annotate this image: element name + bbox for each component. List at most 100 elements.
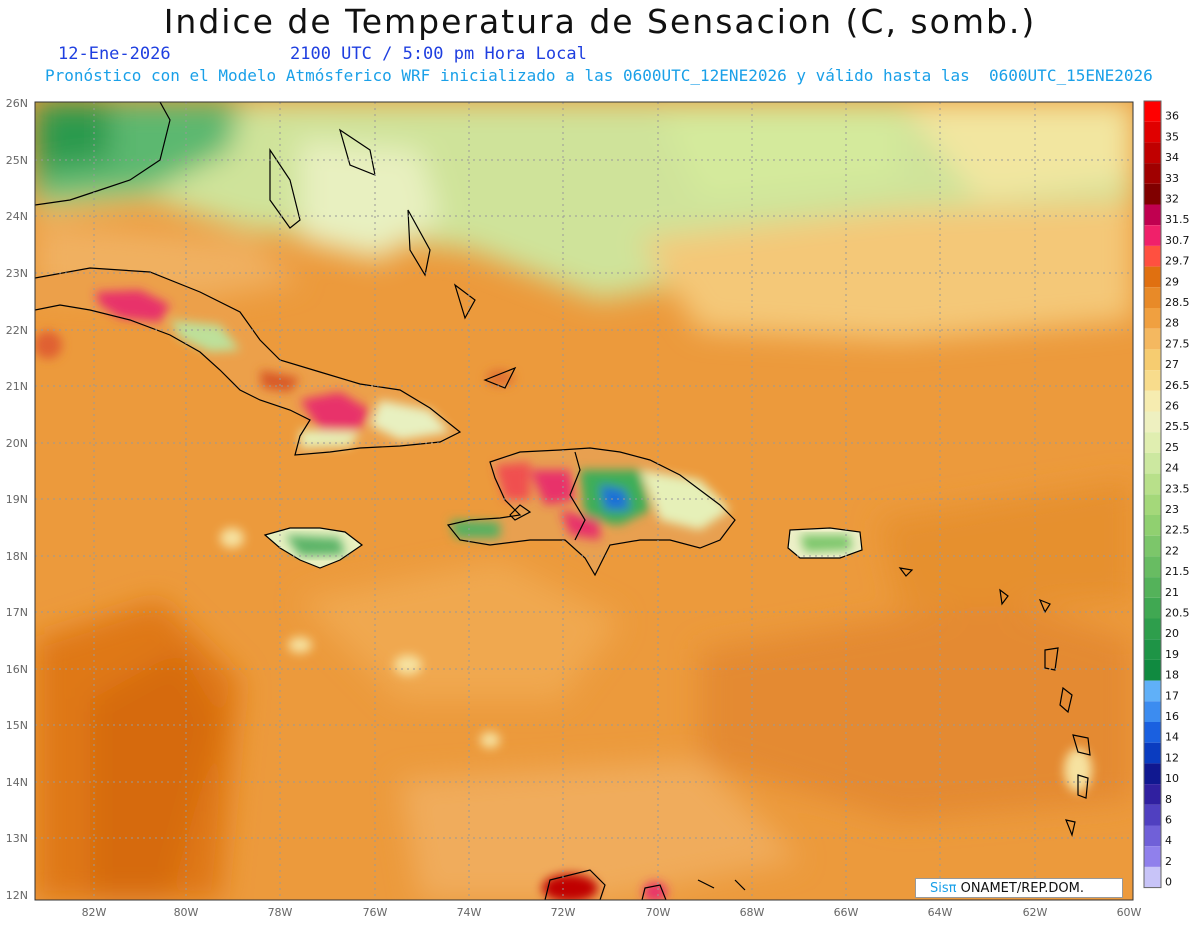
coastlines: [35, 102, 1091, 900]
lon-label: 76W: [363, 906, 388, 919]
colorbar-swatch: [1144, 639, 1161, 660]
lat-label: 15N: [6, 719, 28, 732]
lat-label: 17N: [6, 606, 28, 619]
lat-label: 25N: [6, 154, 28, 167]
colorbar-swatch: [1144, 308, 1161, 329]
colorbar-swatch: [1144, 494, 1161, 515]
colorbar-label: 10: [1165, 772, 1179, 785]
colorbar-swatch: [1144, 370, 1161, 391]
lon-label: 80W: [174, 906, 199, 919]
colorbar-label: 22.5: [1165, 524, 1190, 537]
colorbar-swatch: [1144, 763, 1161, 785]
colorbar-swatch: [1144, 866, 1161, 888]
colorbar-swatch: [1144, 349, 1161, 371]
colorbar-label: 21.5: [1165, 565, 1190, 578]
colorbar-swatch: [1144, 556, 1161, 578]
colorbar-label: 34: [1165, 151, 1179, 164]
lat-label: 14N: [6, 776, 28, 789]
credit-brand: Sisπ: [930, 881, 957, 896]
colorbar-label: 2: [1165, 855, 1172, 868]
colorbar-frame: [1143, 100, 1162, 889]
colorbar-swatch: [1144, 411, 1161, 433]
colorbar-swatch: [1144, 535, 1161, 557]
colorbar-label: 30.7: [1165, 234, 1190, 247]
colorbar-swatch: [1144, 846, 1161, 867]
colorbar-swatch: [1144, 266, 1161, 288]
lat-label: 12N: [6, 889, 28, 902]
colorbar-swatch: [1144, 328, 1161, 350]
latitude-axis: 26N 25N 24N 23N 22N 21N 20N 19N 18N 17N …: [6, 97, 28, 902]
lat-label: 19N: [6, 493, 28, 506]
lon-label: 82W: [82, 906, 107, 919]
colorbar-label: 26: [1165, 400, 1179, 413]
lon-label: 60W: [1117, 906, 1142, 919]
colorbar-swatch: [1144, 390, 1161, 412]
colorbar-swatch: [1144, 597, 1161, 619]
colorbar-swatch: [1144, 577, 1161, 598]
colorbar-swatch: [1144, 742, 1161, 764]
lat-label: 23N: [6, 267, 28, 280]
forecast-date: 12-Ene-2026: [58, 44, 171, 64]
longitude-axis: 82W 80W 78W 76W 74W 72W 70W 68W 66W 64W …: [82, 906, 1142, 919]
colorbar-swatch: [1144, 101, 1161, 122]
colorbar-label: 20.5: [1165, 607, 1190, 620]
colorbar-label: 33: [1165, 172, 1179, 185]
graticule: [35, 102, 1133, 900]
colorbar-swatch: [1144, 163, 1161, 184]
colorbar-swatch: [1144, 722, 1161, 743]
colorbar-swatch: [1144, 204, 1161, 226]
colorbar-label: 25.5: [1165, 420, 1190, 433]
map-title: Indice de Temperatura de Sensacion (C, s…: [163, 2, 1037, 41]
colorbar-label: 16: [1165, 710, 1179, 723]
colorbar-label: 14: [1165, 731, 1179, 744]
colorbar-swatch: [1144, 245, 1161, 267]
colorbar-swatch: [1144, 183, 1161, 205]
colorbar-label: 6: [1165, 814, 1172, 827]
colorbar-label: 20: [1165, 627, 1179, 640]
colorbar-swatch: [1144, 680, 1161, 702]
colorbar-label: 0: [1165, 876, 1172, 889]
colorbar-label: 23.5: [1165, 482, 1190, 495]
credit-text: ONAMET/REP.DOM.: [956, 881, 1084, 896]
colorbar-swatch: [1144, 452, 1161, 474]
colorbar-label: 27.5: [1165, 337, 1190, 350]
lon-label: 68W: [740, 906, 765, 919]
colorbar-label: 28: [1165, 317, 1179, 330]
colorbar-swatch: [1144, 432, 1161, 453]
colorbar-swatch: [1144, 515, 1161, 536]
lat-label: 21N: [6, 380, 28, 393]
colorbar-label: 31.5: [1165, 213, 1190, 226]
colorbar-label: 19: [1165, 648, 1179, 661]
colorbar-label: 26.5: [1165, 379, 1190, 392]
colorbar-label: 36: [1165, 110, 1179, 123]
lat-label: 20N: [6, 437, 28, 450]
colorbar-label: 23: [1165, 503, 1179, 516]
lat-label: 26N: [6, 97, 28, 110]
lon-label: 64W: [928, 906, 953, 919]
colorbar-swatch: [1144, 287, 1161, 308]
lat-label: 18N: [6, 550, 28, 563]
colorbar-label: 32: [1165, 193, 1179, 206]
colorbar-swatch: [1144, 142, 1161, 164]
colorbar-label: 18: [1165, 669, 1179, 682]
lon-label: 74W: [457, 906, 482, 919]
map-frame: [34, 101, 1134, 901]
colorbar-legend: 363534333231.530.729.72928.52827.52726.5…: [1143, 100, 1190, 889]
colorbar-label: 21: [1165, 586, 1179, 599]
colorbar-label: 29.7: [1165, 255, 1190, 268]
credit-box: Sisπ ONAMET/REP.DOM.: [915, 878, 1123, 898]
lon-label: 78W: [268, 906, 293, 919]
lon-label: 66W: [834, 906, 859, 919]
colorbar-swatch: [1144, 784, 1161, 805]
colorbar-label: 22: [1165, 544, 1179, 557]
lon-label: 72W: [551, 906, 576, 919]
model-info: Pronóstico con el Modelo Atmósferico WRF…: [45, 66, 1153, 85]
lat-label: 13N: [6, 832, 28, 845]
colorbar-swatch: [1144, 825, 1161, 847]
colorbar-label: 27: [1165, 358, 1179, 371]
colorbar-swatch: [1144, 659, 1161, 681]
colorbar-label: 35: [1165, 130, 1179, 143]
colorbar-swatch: [1144, 121, 1161, 143]
lat-label: 24N: [6, 210, 28, 223]
